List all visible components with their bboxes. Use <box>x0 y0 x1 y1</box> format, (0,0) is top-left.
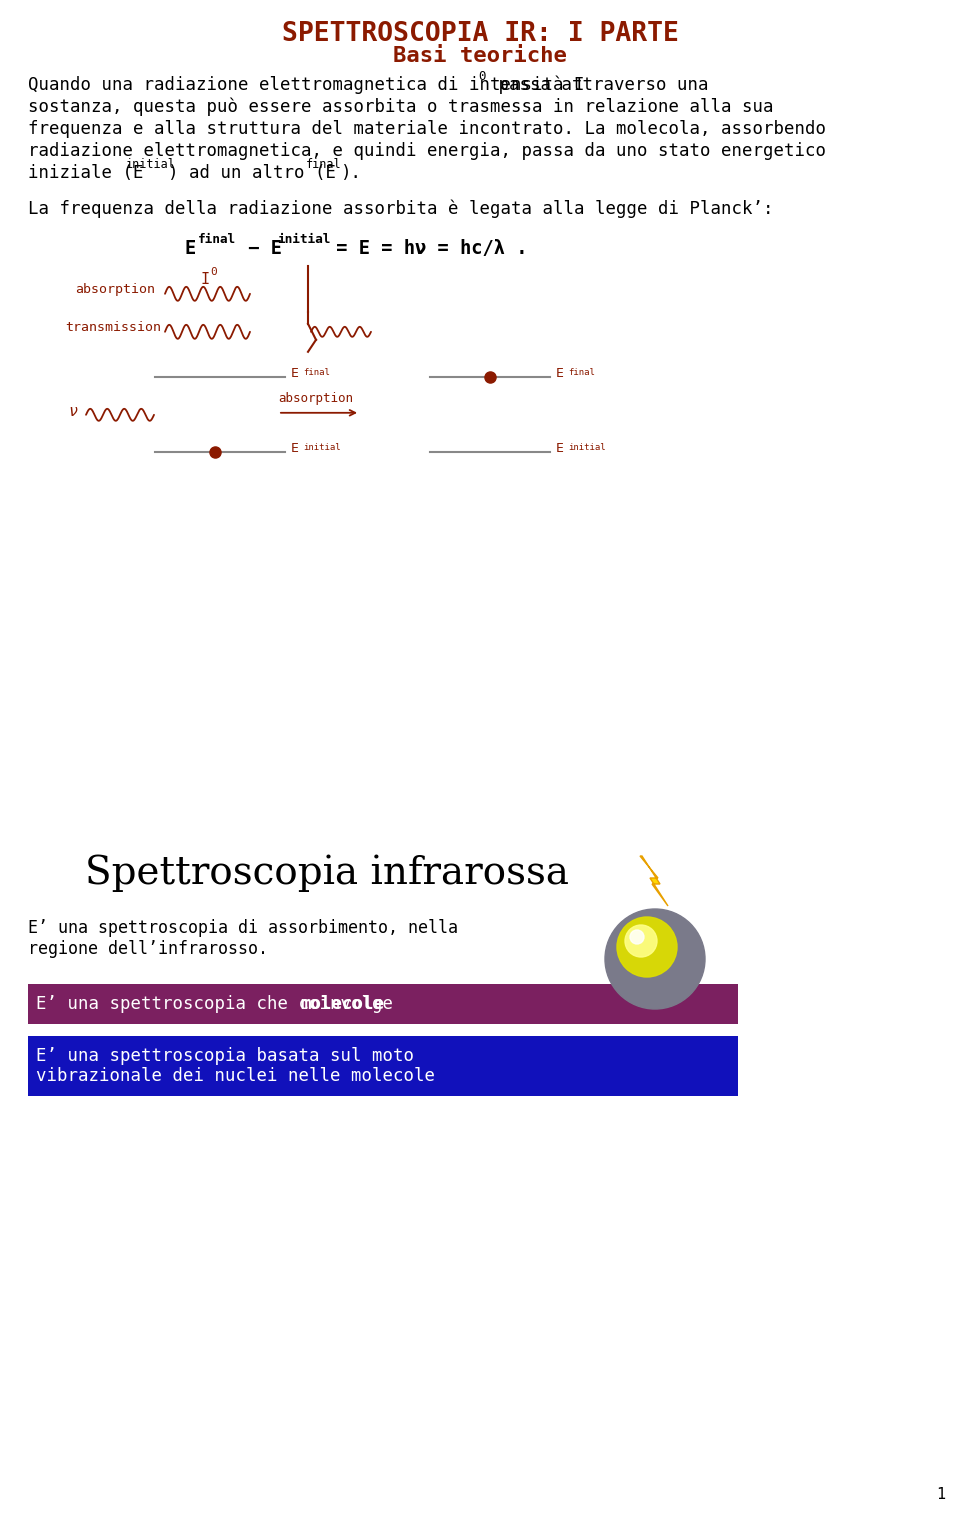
Text: ν: ν <box>68 404 77 419</box>
Text: E: E <box>185 239 196 257</box>
Text: initial: initial <box>303 442 341 451</box>
Text: absorption: absorption <box>278 392 353 406</box>
Text: final: final <box>306 157 342 171</box>
Text: frequenza e alla struttura del materiale incontrato. La molecola, assorbendo: frequenza e alla struttura del materiale… <box>28 120 826 138</box>
Text: La frequenza della radiazione assorbita è legata alla legge di Planck’:: La frequenza della radiazione assorbita … <box>28 200 774 218</box>
Text: 0: 0 <box>210 266 217 277</box>
Text: Basi teoriche: Basi teoriche <box>393 45 567 67</box>
Text: final: final <box>568 368 595 377</box>
Text: final: final <box>198 233 236 245</box>
Text: initial: initial <box>568 442 606 451</box>
Text: E: E <box>556 442 564 456</box>
Circle shape <box>617 917 677 977</box>
Text: molecole: molecole <box>300 995 384 1013</box>
Text: ).: ). <box>341 164 362 182</box>
Text: E: E <box>291 368 299 380</box>
Text: E’ una spettroscopia che coinvolge: E’ una spettroscopia che coinvolge <box>36 995 403 1013</box>
Text: E: E <box>291 442 299 456</box>
Text: − E: − E <box>237 239 282 257</box>
Text: passa attraverso una: passa attraverso una <box>488 76 708 94</box>
Text: ) ad un altro (E: ) ad un altro (E <box>168 164 336 182</box>
Text: = E = hν = hc/λ .: = E = hν = hc/λ . <box>325 239 527 257</box>
Text: Spettroscopia infrarossa: Spettroscopia infrarossa <box>85 854 569 892</box>
Circle shape <box>605 908 705 1008</box>
Text: transmission: transmission <box>65 321 161 335</box>
Text: radiazione elettromagnetica, e quindi energia, passa da uno stato energetico: radiazione elettromagnetica, e quindi en… <box>28 142 826 160</box>
Circle shape <box>630 930 644 945</box>
Text: E’ una spettroscopia di assorbimento, nella
regione dell’infrarosso.: E’ una spettroscopia di assorbimento, ne… <box>28 919 458 958</box>
Text: E: E <box>556 368 564 380</box>
Text: sostanza, questa può essere assorbita o trasmessa in relazione alla sua: sostanza, questa può essere assorbita o … <box>28 98 774 117</box>
Text: 1: 1 <box>936 1487 945 1502</box>
Text: SPETTROSCOPIA IR: I PARTE: SPETTROSCOPIA IR: I PARTE <box>281 21 679 47</box>
Text: Quando una radiazione elettromagnetica di intensità I: Quando una radiazione elettromagnetica d… <box>28 76 585 94</box>
Circle shape <box>625 925 657 957</box>
Text: initial: initial <box>126 157 176 171</box>
Text: I: I <box>200 273 209 286</box>
Text: initial: initial <box>277 233 330 245</box>
Text: final: final <box>303 368 330 377</box>
Polygon shape <box>640 855 668 905</box>
Text: E’ una spettroscopia basata sul moto
vibrazionale dei nuclei nelle molecole: E’ una spettroscopia basata sul moto vib… <box>36 1046 435 1086</box>
Text: 0: 0 <box>478 70 486 83</box>
FancyBboxPatch shape <box>28 1036 738 1096</box>
Text: iniziale (E: iniziale (E <box>28 164 143 182</box>
FancyBboxPatch shape <box>28 984 738 1023</box>
Text: absorption: absorption <box>75 283 155 297</box>
